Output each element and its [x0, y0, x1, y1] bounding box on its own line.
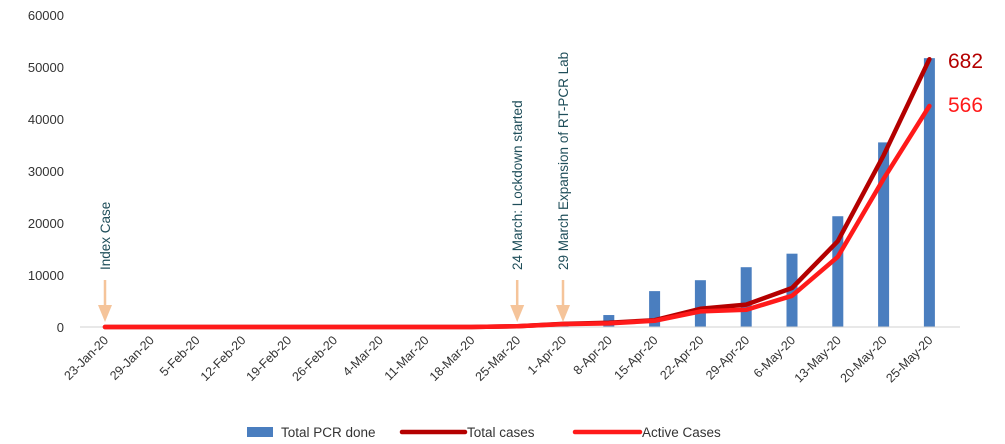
- x-tick-label: 23-Jan-20: [61, 333, 111, 383]
- x-tick-label: 8-Apr-20: [571, 333, 615, 377]
- x-tick-label: 6-May-20: [751, 333, 798, 380]
- x-tick-label: 13-May-20: [792, 333, 844, 385]
- annotation-label: 29 March Expansion of RT-PCR Lab: [556, 52, 571, 270]
- bar: [694, 280, 706, 327]
- y-axis: 0 10000 20000 30000 40000 50000 60000: [28, 8, 64, 335]
- bar: [740, 267, 752, 327]
- x-tick-label: 26-Feb-20: [289, 333, 340, 384]
- legend-label: Total cases: [467, 425, 535, 440]
- annotation-label: 24 March: Lockdown started: [510, 100, 525, 270]
- legend-swatch-bar: [247, 427, 273, 437]
- legend-label: Active Cases: [642, 425, 721, 440]
- y-tick-label: 20000: [28, 216, 64, 231]
- y-tick-label: 30000: [28, 164, 64, 179]
- x-tick-label: 25-Mar-20: [473, 333, 524, 384]
- bar: [923, 58, 935, 327]
- end-labels: 682 566: [948, 50, 983, 117]
- x-tick-label: 5-Feb-20: [157, 333, 203, 379]
- x-tick-label: 20-May-20: [838, 333, 890, 385]
- bar: [832, 216, 844, 327]
- x-tick-label: 29-Jan-20: [107, 333, 157, 383]
- x-tick-label: 15-Apr-20: [612, 333, 661, 382]
- bar-series: [511, 58, 935, 327]
- end-value-label: 682: [948, 50, 983, 73]
- legend: Total PCR done Total cases Active Cases: [247, 425, 721, 440]
- x-tick-label: 22-Apr-20: [657, 333, 706, 382]
- bar: [649, 291, 661, 327]
- legend-label: Total PCR done: [281, 425, 376, 440]
- x-tick-label: 1-Apr-20: [525, 333, 569, 377]
- y-tick-label: 0: [57, 320, 64, 335]
- x-tick-label: 11-Mar-20: [382, 333, 432, 383]
- annotations: Index Case 24 March: Lockdown started 29 M…: [98, 52, 571, 322]
- x-tick-label: 25-May-20: [883, 333, 935, 385]
- x-tick-label: 12-Feb-20: [198, 333, 249, 384]
- x-tick-label: 29-Apr-20: [703, 333, 752, 382]
- x-tick-label: 19-Feb-20: [244, 333, 295, 384]
- series-line: [102, 103, 932, 330]
- annotation-arrow-head: [510, 305, 525, 322]
- end-value-label: 566: [948, 94, 983, 117]
- y-tick-label: 40000: [28, 112, 64, 127]
- bar: [878, 142, 890, 327]
- x-tick-label: 18-Mar-20: [427, 333, 478, 384]
- line-series: [102, 56, 932, 330]
- y-tick-label: 10000: [28, 268, 64, 283]
- y-tick-label: 50000: [28, 60, 64, 75]
- x-tick-label: 4-Mar-20: [340, 333, 386, 379]
- annotation-label: Index Case: [98, 202, 113, 270]
- y-tick-label: 60000: [28, 8, 64, 23]
- annotation-arrow-head: [98, 305, 112, 322]
- annotation-arrow-head: [556, 305, 570, 322]
